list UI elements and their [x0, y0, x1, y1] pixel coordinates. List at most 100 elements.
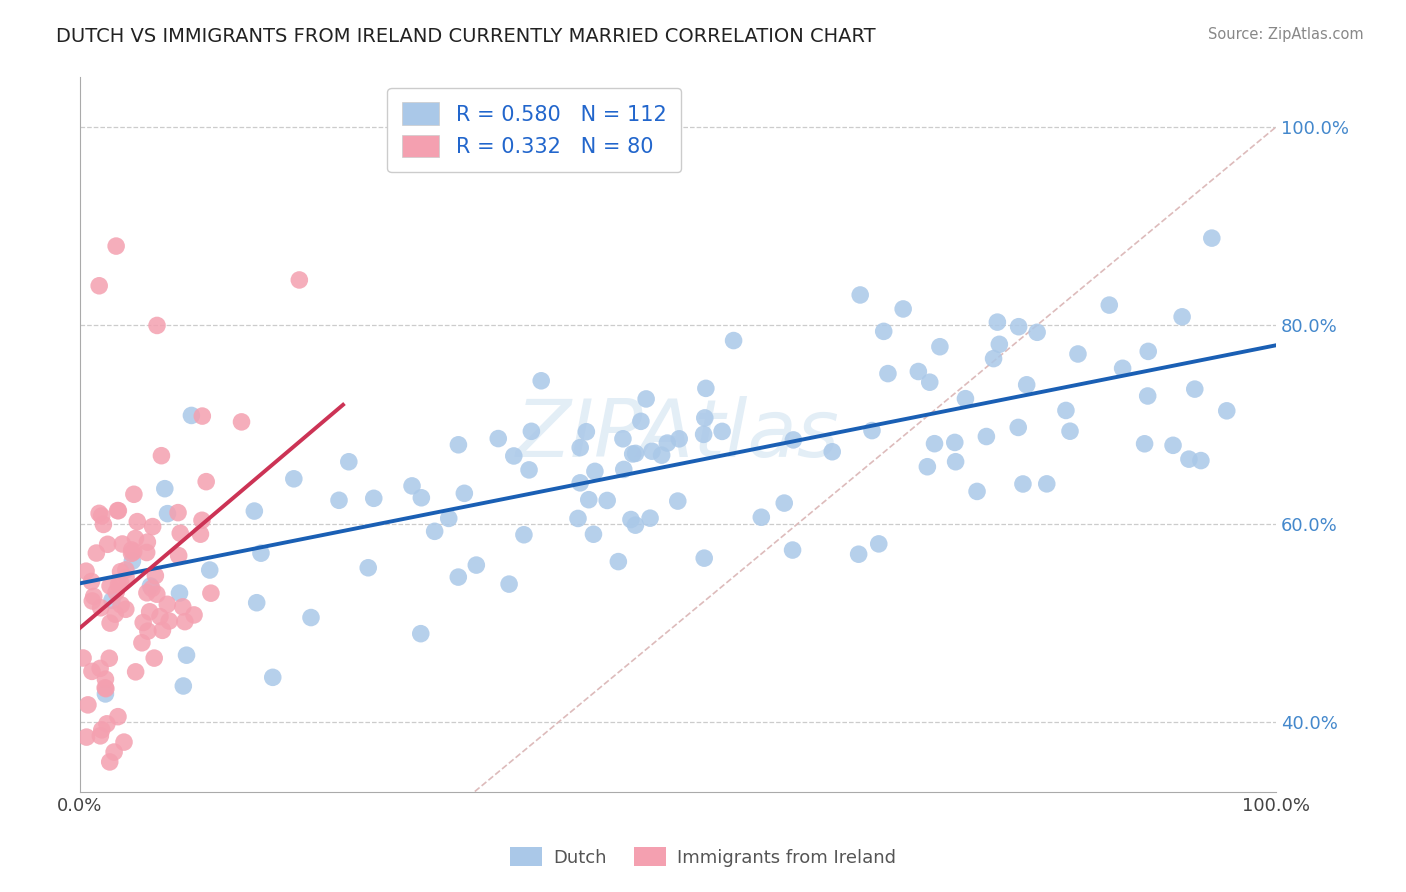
Immigrants from Ireland [103, 745, 125, 759]
Immigrants from Ireland [77, 698, 100, 712]
Dutch [1111, 361, 1133, 376]
Dutch [651, 448, 673, 462]
Immigrants from Ireland [89, 278, 111, 293]
Immigrants from Ireland [83, 590, 105, 604]
Dutch [172, 679, 194, 693]
Dutch [513, 528, 536, 542]
Dutch [250, 546, 273, 560]
Dutch [423, 524, 446, 539]
Dutch [1098, 298, 1121, 312]
Dutch [1059, 424, 1081, 438]
Immigrants from Ireland [76, 730, 98, 744]
Dutch [907, 364, 929, 378]
Immigrants from Ireland [190, 527, 212, 541]
Dutch [94, 687, 117, 701]
Immigrants from Ireland [183, 607, 205, 622]
Dutch [246, 596, 269, 610]
Dutch [711, 425, 734, 439]
Immigrants from Ireland [132, 615, 155, 630]
Legend: R = 0.580   N = 112, R = 0.332   N = 80: R = 0.580 N = 112, R = 0.332 N = 80 [387, 87, 682, 172]
Dutch [169, 586, 191, 600]
Immigrants from Ireland [110, 565, 132, 579]
Immigrants from Ireland [121, 546, 143, 560]
Immigrants from Ireland [122, 487, 145, 501]
Dutch [447, 570, 470, 584]
Dutch [657, 436, 679, 450]
Immigrants from Ireland [173, 615, 195, 629]
Dutch [641, 444, 664, 458]
Immigrants from Ireland [89, 729, 111, 743]
Immigrants from Ireland [167, 506, 190, 520]
Dutch [877, 367, 900, 381]
Dutch [924, 436, 946, 450]
Dutch [569, 475, 592, 490]
Dutch [1015, 377, 1038, 392]
Dutch [498, 577, 520, 591]
Dutch [176, 648, 198, 663]
Immigrants from Ireland [112, 735, 135, 749]
Dutch [1216, 404, 1239, 418]
Dutch [283, 472, 305, 486]
Immigrants from Ireland [98, 651, 121, 665]
Dutch [1201, 231, 1223, 245]
Dutch [693, 551, 716, 566]
Dutch [502, 449, 524, 463]
Dutch [357, 561, 380, 575]
Dutch [328, 493, 350, 508]
Immigrants from Ireland [89, 507, 111, 521]
Dutch [612, 432, 634, 446]
Dutch [156, 507, 179, 521]
Immigrants from Ireland [90, 600, 112, 615]
Dutch [782, 433, 804, 447]
Immigrants from Ireland [98, 579, 121, 593]
Dutch [620, 512, 643, 526]
Immigrants from Ireland [98, 616, 121, 631]
Dutch [180, 409, 202, 423]
Immigrants from Ireland [143, 651, 166, 665]
Immigrants from Ireland [135, 586, 157, 600]
Immigrants from Ireland [75, 564, 97, 578]
Dutch [1035, 476, 1057, 491]
Dutch [447, 438, 470, 452]
Dutch [1178, 452, 1201, 467]
Dutch [773, 496, 796, 510]
Immigrants from Ireland [114, 602, 136, 616]
Text: ZIPAtlas: ZIPAtlas [516, 395, 839, 474]
Immigrants from Ireland [107, 709, 129, 723]
Immigrants from Ireland [107, 577, 129, 591]
Dutch [636, 392, 658, 406]
Dutch [569, 441, 592, 455]
Immigrants from Ireland [80, 574, 103, 589]
Immigrants from Ireland [167, 549, 190, 563]
Immigrants from Ireland [110, 575, 132, 590]
Dutch [624, 446, 647, 460]
Dutch [630, 414, 652, 428]
Dutch [582, 527, 605, 541]
Dutch [849, 288, 872, 302]
Dutch [1012, 477, 1035, 491]
Dutch [411, 491, 433, 505]
Dutch [363, 491, 385, 506]
Immigrants from Ireland [86, 546, 108, 560]
Dutch [578, 492, 600, 507]
Immigrants from Ireland [135, 545, 157, 559]
Dutch [966, 484, 988, 499]
Immigrants from Ireland [105, 239, 128, 253]
Immigrants from Ireland [111, 537, 134, 551]
Text: DUTCH VS IMMIGRANTS FROM IRELAND CURRENTLY MARRIED CORRELATION CHART: DUTCH VS IMMIGRANTS FROM IRELAND CURRENT… [56, 27, 876, 45]
Immigrants from Ireland [94, 672, 117, 686]
Dutch [401, 479, 423, 493]
Immigrants from Ireland [146, 318, 169, 333]
Immigrants from Ireland [152, 624, 174, 638]
Immigrants from Ireland [93, 517, 115, 532]
Dutch [624, 518, 647, 533]
Dutch [988, 337, 1011, 351]
Dutch [1171, 310, 1194, 324]
Dutch [917, 459, 939, 474]
Dutch [723, 334, 745, 348]
Immigrants from Ireland [195, 475, 218, 489]
Dutch [153, 482, 176, 496]
Immigrants from Ireland [131, 636, 153, 650]
Dutch [668, 432, 690, 446]
Dutch [1007, 420, 1029, 434]
